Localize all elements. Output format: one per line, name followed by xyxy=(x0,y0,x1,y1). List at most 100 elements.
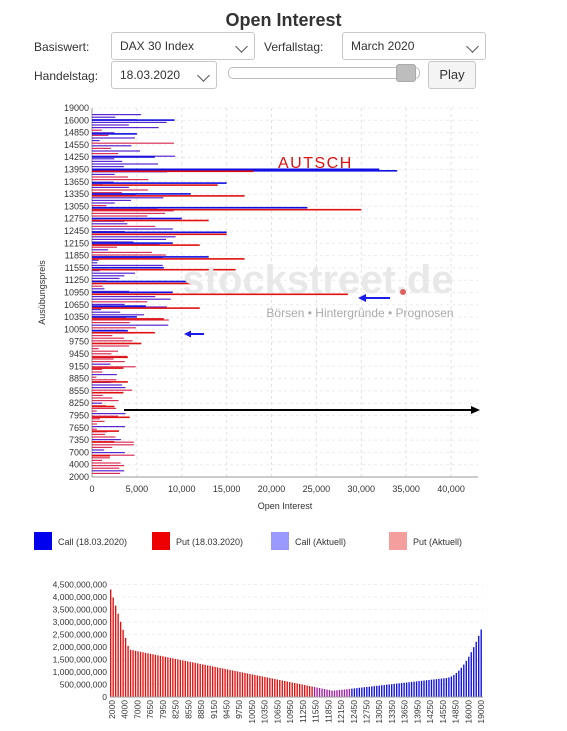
call-bar xyxy=(92,316,137,318)
date-slider-track[interactable] xyxy=(228,67,420,79)
put-bar xyxy=(92,400,119,402)
put-bar xyxy=(92,407,117,409)
cumulative-bar xyxy=(395,683,398,697)
call-bar xyxy=(92,426,126,428)
y-tick-label: 9150 xyxy=(69,361,89,371)
put-bar xyxy=(92,212,166,214)
cumulative-bar xyxy=(348,688,351,697)
legend-swatch[interactable] xyxy=(34,532,52,550)
y-tick-label: 4000 xyxy=(69,460,89,470)
call-bar xyxy=(92,262,98,264)
cumulative-bar xyxy=(358,687,361,697)
date-slider-thumb[interactable] xyxy=(395,64,416,82)
call-bar xyxy=(92,270,100,272)
cumulative-bar xyxy=(127,645,129,697)
cumulative-bar xyxy=(298,684,301,697)
verfallstag-select[interactable]: March 2020 xyxy=(342,32,486,60)
cumulative-bar xyxy=(172,658,174,697)
arrow-head-icon xyxy=(184,330,191,338)
legend-swatch[interactable] xyxy=(389,532,407,550)
play-button[interactable]: Play xyxy=(428,61,476,89)
cumulative-bar xyxy=(341,689,343,697)
legend-label[interactable]: Put (18.03.2020) xyxy=(176,537,244,547)
put-bar xyxy=(92,251,152,253)
cumulative-bar xyxy=(239,671,241,697)
cumulative-bar xyxy=(256,675,259,697)
cumulative-bar xyxy=(450,676,453,697)
cumulative-bar xyxy=(137,651,139,697)
y-tick-label: 12150 xyxy=(64,238,89,248)
cumulative-bar xyxy=(458,670,460,697)
put-bar xyxy=(92,418,100,420)
cumulative-bar xyxy=(465,660,467,697)
cumulative-bar xyxy=(303,685,306,697)
cumulative-bar xyxy=(376,685,378,697)
x-tick-label: 0 xyxy=(89,484,94,494)
cumulative-bar xyxy=(204,664,206,697)
call-bar xyxy=(92,193,191,195)
handelstag-label: Handelstag: xyxy=(34,69,99,83)
y-tick-label: 9450 xyxy=(69,349,89,359)
basiswert-value: DAX 30 Index xyxy=(120,39,195,53)
legend-label[interactable]: Put (Aktuell) xyxy=(413,537,463,547)
cumulative-bar xyxy=(117,613,119,697)
cumulative-bar xyxy=(206,665,209,697)
cumulative-bar xyxy=(192,662,194,697)
cumulative-bar xyxy=(229,669,231,697)
call-bar xyxy=(92,168,380,171)
put-bar xyxy=(92,293,348,296)
cumulative-bar xyxy=(473,647,475,697)
y-tick-label: 14250 xyxy=(64,152,89,162)
cumulative-bar xyxy=(291,682,293,697)
put-bar xyxy=(92,444,134,446)
cumulative-bar xyxy=(174,658,177,697)
cumulative-bar xyxy=(241,672,244,697)
cumulative-bar xyxy=(368,686,370,697)
legend-label[interactable]: Call (18.03.2020) xyxy=(58,537,128,547)
cumulative-bar xyxy=(244,672,246,697)
legend-swatch[interactable] xyxy=(152,532,170,550)
call-bar xyxy=(92,132,115,134)
cumulative-bar xyxy=(390,684,393,697)
cumulative-bar xyxy=(184,660,186,697)
cumulative-bar xyxy=(209,665,211,697)
legend-swatch[interactable] xyxy=(271,532,289,550)
y-tick-label: 3,000,000,000 xyxy=(53,617,108,627)
call-bar xyxy=(92,291,173,294)
put-bar xyxy=(92,350,119,352)
basiswert-label: Basiswert: xyxy=(34,40,90,54)
x-tick-label: 2000 xyxy=(107,700,117,719)
put-bar xyxy=(92,129,102,131)
x-tick-label: 10,000 xyxy=(168,484,196,494)
basiswert-select[interactable]: DAX 30 Index xyxy=(111,32,255,60)
put-bar xyxy=(92,376,97,378)
put-bar xyxy=(92,153,119,155)
chevron-down-icon xyxy=(197,69,210,82)
put-bar xyxy=(92,358,114,360)
cumulative-bar xyxy=(142,652,144,697)
cumulative-bar xyxy=(321,688,323,697)
call-bar xyxy=(92,306,167,308)
cumulative-bar xyxy=(187,661,189,697)
legend-label[interactable]: Call (Aktuell) xyxy=(295,537,347,547)
y-tick-label: 10350 xyxy=(64,312,89,322)
y-tick-label: 2000 xyxy=(69,472,89,482)
call-bar xyxy=(92,305,146,307)
x-tick-label: 12750 xyxy=(361,700,371,724)
y-tick-label: 14550 xyxy=(64,140,89,150)
put-bar xyxy=(92,416,130,419)
y-tick-label: 16000 xyxy=(64,115,89,125)
call-bar xyxy=(92,384,123,386)
put-bar xyxy=(92,192,122,194)
handelstag-select[interactable]: 18.03.2020 xyxy=(111,61,217,89)
x-tick-label: 14850 xyxy=(451,700,461,724)
cumulative-bar xyxy=(408,682,410,697)
call-bar xyxy=(92,259,99,261)
put-bar xyxy=(92,391,124,394)
cumulative-bar xyxy=(410,681,413,697)
put-bar xyxy=(92,433,105,435)
cumulative-bar xyxy=(224,668,226,697)
cumulative-bar xyxy=(306,685,308,697)
call-bar xyxy=(92,114,141,116)
cumulative-bar xyxy=(438,678,440,697)
